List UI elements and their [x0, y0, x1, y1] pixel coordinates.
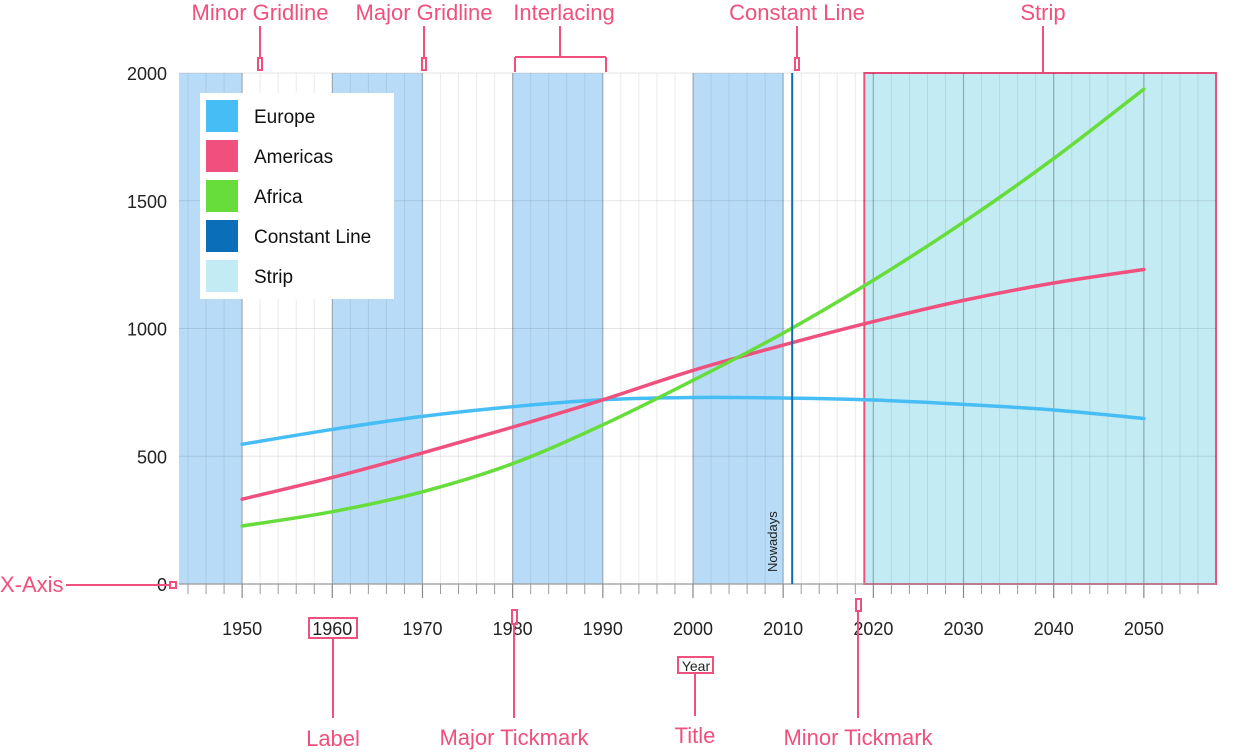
x-tick-label: 2010: [763, 619, 803, 639]
callout-marker-title: [677, 656, 714, 674]
callout-label-minor-gridline: Minor Gridline: [192, 0, 329, 25]
plot-background-layer: [179, 72, 1217, 585]
callout-marker-constant-line: [794, 57, 800, 71]
legend-swatch: [206, 100, 238, 132]
x-tick-label: 1950: [222, 619, 262, 639]
constant-line-layer: Nowadays: [765, 73, 794, 584]
y-tick-label: 1000: [127, 320, 167, 340]
legend-swatch: [206, 140, 238, 172]
x-tick-label: 2030: [943, 619, 983, 639]
callout-marker-minor-tickmark: [855, 598, 862, 612]
legend-label: Strip: [254, 267, 293, 288]
callout-marker-label: [308, 617, 358, 639]
x-tick-label: 2000: [673, 619, 713, 639]
y-tick-label: 1500: [127, 192, 167, 212]
callout-label-constant-line: Constant Line: [729, 0, 865, 25]
x-tick-label: 1990: [583, 619, 623, 639]
callout-label-strip: Strip: [1020, 0, 1065, 25]
callout-marker-major-tickmark: [511, 609, 518, 625]
callout-label-label: Label: [306, 726, 360, 751]
legend-swatch: [206, 180, 238, 212]
callout-label-minor-tickmark: Minor Tickmark: [783, 725, 933, 750]
callout-label-title: Title: [675, 723, 716, 748]
legend-label: Europe: [254, 107, 315, 128]
legend-label: Americas: [254, 147, 333, 168]
legend-label: Constant Line: [254, 227, 371, 248]
y-tick-label: 500: [137, 447, 167, 467]
callout-label-major-gridline: Major Gridline: [356, 0, 493, 25]
legend: Europe Americas Africa Constant Line Strip: [200, 93, 394, 299]
axis-layer: 1950 1960 1970 1980 1990 2000 2010 2020 2030 2040…: [127, 64, 1216, 674]
constant-line-label: Nowadays: [765, 511, 780, 572]
interlacing-band: [512, 73, 603, 584]
x-tick-label: 1970: [402, 619, 442, 639]
x-axis-title: Year: [682, 658, 711, 674]
callout-label-major-tickmark: Major Tickmark: [439, 725, 589, 750]
callout-marker-minor-gridline: [257, 57, 263, 71]
strip-band: [863, 72, 1217, 585]
legend-swatch: [206, 260, 238, 292]
callout-marker-x-axis: [169, 581, 177, 589]
x-tick-label: 1980: [493, 619, 533, 639]
legend-label: Africa: [254, 187, 303, 208]
series-layer: [240, 87, 1146, 528]
series-line-africa: [240, 87, 1146, 528]
legend-swatch: [206, 220, 238, 252]
x-tick-label: 2020: [853, 619, 893, 639]
callout-label-x-axis: X-Axis: [0, 572, 64, 597]
callout-label-interlacing: Interlacing: [513, 0, 615, 25]
y-tick-label: 2000: [127, 64, 167, 84]
callout-marker-major-gridline: [421, 57, 427, 71]
x-tick-label: 2040: [1034, 619, 1074, 639]
interlacing-band: [692, 73, 784, 584]
x-tick-label: 2050: [1124, 619, 1164, 639]
callout-layer: Minor Gridline Major Gridline Interlacing C…: [0, 0, 1066, 751]
x-tick-label: 1960: [312, 619, 352, 639]
